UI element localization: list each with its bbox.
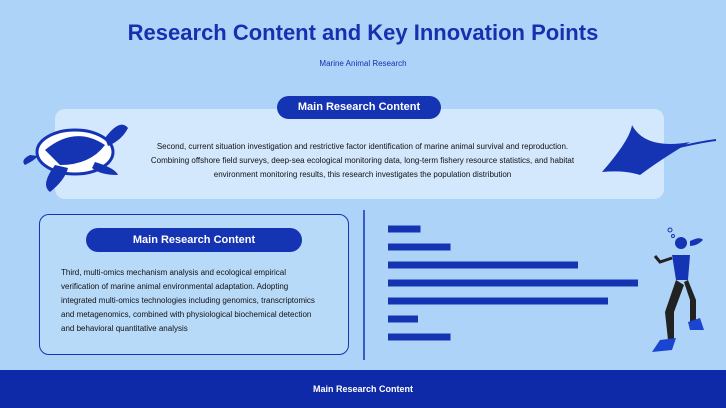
top-text: Second, current situation investigation …: [150, 142, 575, 179]
bar: [388, 297, 608, 305]
bar: [388, 279, 638, 287]
diver: [652, 227, 704, 352]
bar: [388, 315, 418, 323]
subtitle: Marine Animal Research: [319, 59, 407, 68]
turtle: [23, 124, 128, 192]
left-heading: Main Research Content: [86, 228, 302, 252]
bar: [388, 261, 578, 269]
left-text: Third, multi-omics mechanism analysis an…: [61, 268, 315, 333]
footer: Main Research Content: [0, 370, 726, 408]
manta: [602, 125, 717, 175]
bar: [388, 243, 451, 251]
bar: [388, 333, 451, 341]
title: Research Content and Key Innovation Poin…: [127, 20, 599, 45]
top-heading: Main Research Content: [277, 96, 441, 119]
top-panel: [55, 109, 664, 199]
bar: [388, 225, 421, 233]
